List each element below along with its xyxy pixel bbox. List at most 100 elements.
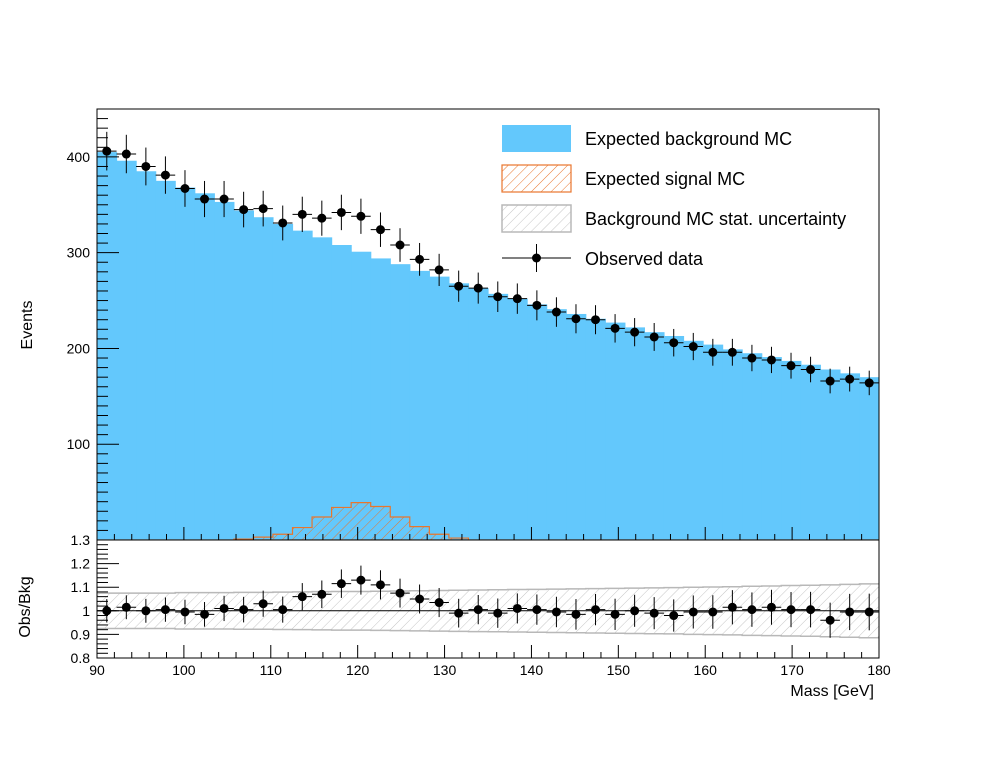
data-point [292, 196, 313, 233]
background-bar [722, 349, 743, 540]
background-bar [644, 332, 665, 540]
data-point [390, 228, 410, 262]
ratio-point [527, 594, 547, 625]
ratio-marker [395, 588, 405, 598]
ratio-marker [669, 611, 679, 621]
ratio-marker [708, 607, 718, 617]
background-bar [663, 335, 685, 540]
uncertainty-upper-edge [97, 583, 879, 594]
ratio-point [644, 597, 664, 630]
ratio-marker [434, 598, 444, 608]
ratio-point [546, 596, 567, 628]
data-marker [395, 240, 405, 250]
ratio-marker [415, 594, 425, 604]
legend-swatch-signal [501, 164, 572, 193]
ratio-point [781, 592, 801, 628]
ratio-marker [121, 602, 131, 612]
ratio-point [312, 580, 332, 609]
ratio-point [370, 570, 391, 600]
ratio-point [331, 569, 352, 598]
ratio-plot-frame [96, 539, 880, 659]
x-tick-label: 100 [172, 662, 196, 678]
background-bar [761, 357, 782, 540]
data-marker [532, 300, 542, 310]
main-y-tick-label: 100 [67, 436, 91, 452]
main-y-tick-label: 400 [67, 149, 91, 165]
legend-swatch-background [502, 125, 571, 152]
ratio-marker [160, 605, 170, 615]
data-marker [102, 146, 112, 156]
background-bar [214, 201, 235, 540]
ratio-point [605, 598, 625, 630]
ratio-marker [375, 580, 385, 590]
data-point [214, 180, 234, 218]
background-bar [605, 322, 626, 540]
background-bar [839, 373, 861, 540]
main-plot-area: 100 200 300 400 [67, 108, 880, 541]
background-bar [624, 327, 645, 540]
background-bar [683, 340, 704, 540]
main-y-tick-label: 300 [67, 245, 91, 261]
data-marker [630, 327, 640, 337]
data-marker [786, 361, 796, 371]
data-point [488, 281, 508, 312]
data-marker [239, 205, 249, 215]
ratio-marker [141, 606, 151, 616]
data-point [409, 242, 430, 276]
data-marker [375, 225, 385, 235]
data-point [97, 131, 117, 171]
data-marker [591, 315, 601, 325]
data-point [370, 212, 391, 247]
data-point [351, 198, 371, 234]
ratio-point [722, 590, 743, 625]
background-bar [742, 353, 763, 540]
ratio-marker [180, 607, 190, 617]
background-bar [370, 258, 391, 540]
data-point [820, 368, 840, 394]
ratio-y-tick-label: 1.2 [71, 556, 91, 572]
x-tick-label: 170 [780, 662, 804, 678]
ratio-point [839, 593, 860, 631]
data-marker [493, 292, 503, 302]
ratio-marker [493, 608, 503, 618]
main-y-tick-label: 200 [67, 340, 91, 356]
ratio-point [272, 596, 293, 623]
x-tick-label: 140 [520, 662, 544, 678]
ratio-marker [551, 607, 561, 617]
background-bar [527, 304, 548, 540]
data-point [468, 272, 488, 304]
data-point [800, 356, 821, 383]
ratio-y-tick-label: 0.8 [71, 650, 91, 666]
ratio-point [859, 593, 879, 631]
ratio-marker [766, 602, 776, 612]
data-marker [512, 294, 522, 304]
data-point [761, 346, 782, 374]
data-marker [669, 338, 679, 348]
data-marker [473, 283, 483, 293]
data-marker [278, 218, 288, 228]
x-axis-label: Mass [GeV] [790, 683, 874, 700]
data-point [312, 200, 332, 236]
ratio-point [175, 599, 195, 625]
background-bar [390, 264, 411, 540]
ratio-marker [532, 605, 542, 615]
ratio-point [292, 583, 313, 611]
background-bar [566, 313, 587, 540]
data-marker [708, 347, 718, 357]
data-point [683, 332, 704, 361]
background-bar [155, 180, 176, 540]
ratio-marker [219, 603, 229, 613]
data-marker [825, 376, 835, 386]
data-marker [806, 365, 816, 375]
data-point [136, 147, 156, 186]
data-point [781, 352, 801, 379]
background-bar [312, 237, 333, 540]
x-tick-label: 110 [260, 662, 283, 678]
data-marker [571, 314, 581, 324]
background-bar [175, 187, 196, 540]
background-bar [233, 210, 254, 540]
data-point [839, 366, 860, 392]
ratio-marker [786, 605, 796, 615]
ratio-point [468, 594, 488, 625]
data-marker [415, 254, 425, 264]
